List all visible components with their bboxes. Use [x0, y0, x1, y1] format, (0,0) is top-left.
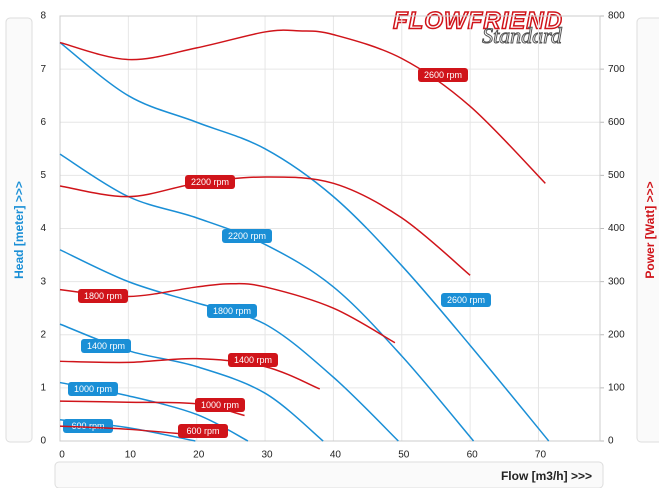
curve-tag	[441, 293, 491, 307]
y-tick-label: 6	[40, 117, 46, 128]
y-tick-label: 8	[40, 11, 46, 22]
curve-label: 1400 rpm	[234, 355, 272, 365]
curve-label: 1800 rpm	[213, 306, 251, 316]
y2-tick-label: 600	[608, 117, 625, 128]
y2-tick-label: 200	[608, 329, 625, 340]
x-tick-label: 50	[398, 450, 410, 461]
curve-tag	[63, 419, 113, 433]
x-tick-label: 60	[467, 450, 479, 461]
curve-label: 600 rpm	[71, 421, 104, 431]
y-tick-label: 0	[40, 436, 46, 447]
curve-tag	[68, 382, 118, 396]
curve-label: 1000 rpm	[74, 384, 112, 394]
curve-label: 1400 rpm	[87, 341, 125, 351]
y-tick-label: 7	[40, 64, 46, 75]
plot-frame	[59, 15, 601, 442]
curve-label: 600 rpm	[186, 426, 219, 436]
curve-label: 1000 rpm	[201, 400, 239, 410]
curve-label: 2200 rpm	[228, 231, 266, 241]
y2-tick-label: 100	[608, 383, 625, 394]
y-axis-title: Head [meter] >>>	[12, 181, 26, 279]
curve-tag	[222, 229, 272, 243]
curve	[59, 176, 471, 276]
curve	[59, 357, 321, 390]
y-tick-label: 4	[40, 223, 46, 234]
y2-tick-label: 0	[608, 436, 614, 447]
x-tick-label: 20	[193, 450, 205, 461]
logo-edition: Standard	[482, 23, 563, 48]
curve	[59, 41, 550, 442]
curve	[59, 29, 546, 184]
curve-label: 2200 rpm	[191, 177, 229, 187]
left-panel	[5, 17, 33, 443]
x-axis-title: Flow [m3/h] >>>	[501, 469, 592, 483]
y2-tick-label: 300	[608, 276, 625, 287]
curve-tag	[228, 353, 278, 367]
y2-tick-label: 700	[608, 64, 625, 75]
x-tick-label: 30	[262, 450, 274, 461]
bottom-panel	[54, 461, 604, 488]
y-tick-label: 1	[40, 383, 46, 394]
y-tick-label: 2	[40, 329, 46, 340]
curve	[59, 425, 190, 436]
x-tick-label: 0	[59, 450, 65, 461]
y-tick-label: 3	[40, 276, 46, 287]
logo-brand: FLOWFRIEND	[393, 7, 563, 34]
curve-tag	[81, 339, 131, 353]
y2-tick-label: 800	[608, 11, 625, 22]
y2-axis-title: Power [Watt] >>>	[643, 181, 657, 278]
x-tick-label: 40	[330, 450, 342, 461]
curve-tag	[207, 304, 257, 318]
y2-tick-label: 400	[608, 223, 625, 234]
y-tick-label: 5	[40, 170, 46, 181]
curve-label: 2600 rpm	[447, 295, 485, 305]
x-tick-label: 10	[125, 450, 137, 461]
curve-label: 1800 rpm	[84, 291, 122, 301]
y2-tick-label: 500	[608, 170, 625, 181]
curve-tag	[195, 398, 245, 412]
curve-tag	[418, 68, 468, 82]
curve-tag	[78, 289, 128, 303]
curve-label: 2600 rpm	[424, 70, 462, 80]
curve	[59, 282, 396, 344]
curve-tag	[185, 175, 235, 189]
right-panel	[636, 17, 659, 443]
x-tick-label: 70	[535, 450, 547, 461]
curve-tag	[178, 424, 228, 438]
